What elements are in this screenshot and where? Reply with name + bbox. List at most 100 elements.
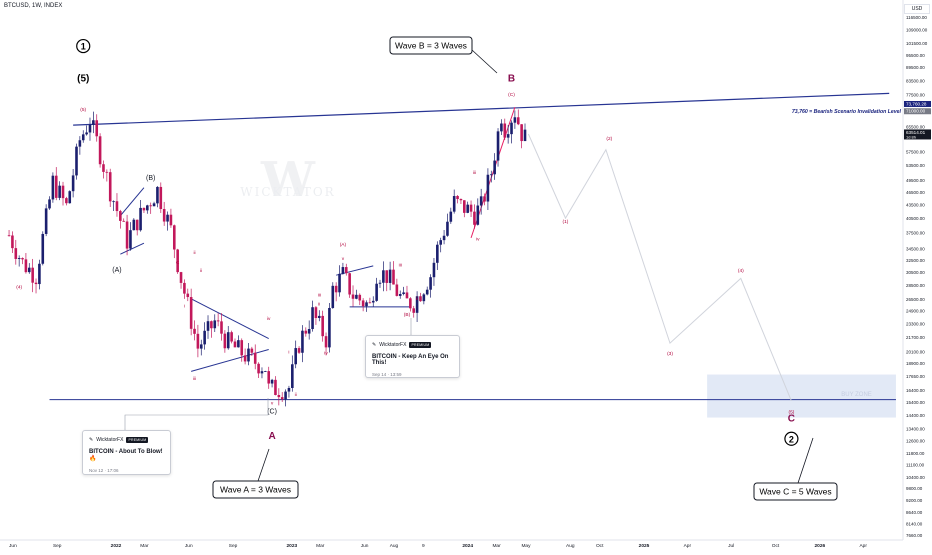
- candle-body: [287, 387, 291, 392]
- wave-label: iii: [473, 170, 476, 176]
- candle-body: [199, 344, 203, 349]
- time-tick-label: Oct: [596, 543, 604, 549]
- time-tick-label: 2023: [287, 543, 298, 549]
- price-tick-label: 17650.00: [906, 374, 925, 379]
- price-tick-label: 30500.00: [906, 270, 925, 275]
- time-tick-label: Aug: [390, 543, 399, 549]
- wave-label: iii: [193, 376, 196, 382]
- candle-body: [291, 364, 294, 388]
- candle-body: [520, 124, 523, 142]
- candle-body: [398, 294, 402, 296]
- candle-body: [186, 293, 190, 298]
- price-tag-label: 71000.00: [906, 109, 926, 114]
- wave-label: ii: [318, 301, 320, 307]
- candle-body: [355, 294, 358, 299]
- candle-body: [34, 282, 38, 285]
- price-tick-label: 10400.00: [906, 475, 925, 480]
- candle-body: [378, 282, 382, 284]
- wave-label: (B): [146, 175, 155, 182]
- wave-b-callout-box: [389, 36, 473, 55]
- price-tick-label: 8140.00: [906, 521, 923, 526]
- candle-body: [385, 270, 389, 283]
- candle-body: [375, 283, 378, 301]
- candle-body: [338, 273, 341, 293]
- candle-body: [233, 341, 237, 348]
- wave-label: 2: [789, 434, 794, 444]
- time-tick-label: Jun: [185, 543, 193, 549]
- candle-body: [429, 277, 432, 290]
- projection-path: [527, 133, 792, 402]
- price-tick-label: 116500.00: [906, 15, 927, 20]
- candle-body: [48, 199, 51, 209]
- candle-body: [196, 333, 200, 349]
- idea-date: Nov 12 · 17:06: [89, 468, 119, 473]
- wave-label: B: [508, 74, 515, 85]
- candle-body: [284, 391, 287, 400]
- candle-body: [341, 267, 345, 274]
- wave-label: ii: [200, 268, 202, 274]
- candle-body: [473, 211, 476, 225]
- idea-title[interactable]: BITCOIN - Keep An Eye On This!: [372, 354, 449, 366]
- candle-body: [311, 307, 314, 330]
- wave-label: v: [342, 257, 345, 262]
- candle-body: [446, 221, 449, 236]
- wave-label: A: [268, 431, 275, 442]
- price-tick-label: 13400.00: [906, 427, 925, 432]
- idea-title[interactable]: BITCOIN - About To Blow! 🔥: [89, 449, 163, 462]
- idea-card-about-to-blow[interactable]: ✎ WicktatorFX PREMIUM BITCOIN - About To…: [82, 430, 171, 475]
- watermark-logo: W: [260, 152, 316, 208]
- price-tick-label: 101500.00: [906, 41, 928, 46]
- price-tick-label: 21700.00: [906, 335, 925, 340]
- idea-card-keep-an-eye[interactable]: ✎ WicktatorFX PREMIUM BITCOIN - Keep An …: [365, 335, 460, 378]
- candle-body: [71, 175, 75, 192]
- candle-body: [257, 363, 260, 374]
- time-tick-label: Mar: [140, 543, 149, 549]
- price-tick-label: 43500.00: [906, 202, 925, 207]
- wave-circle: [76, 38, 91, 54]
- candle-body: [425, 289, 429, 295]
- price-tick-label: 89500.00: [906, 65, 925, 70]
- candle-body: [95, 120, 99, 137]
- price-tag-label: 73,760.28: [906, 101, 927, 106]
- price-tick-label: 49500.00: [906, 178, 925, 183]
- wave-label: (2): [606, 136, 612, 142]
- wave-label: iii: [399, 263, 402, 269]
- candle-body: [41, 233, 45, 264]
- candle-body: [216, 320, 220, 322]
- idea-card-connector: [124, 398, 269, 430]
- price-tick-label: 9800.00: [906, 486, 923, 491]
- candle-body: [115, 201, 119, 212]
- price-tick-label: 23300.00: [906, 321, 925, 326]
- time-tick-label: Jun: [361, 543, 369, 549]
- candle-body: [183, 282, 186, 294]
- candle-body: [270, 379, 274, 384]
- candle-body: [351, 294, 355, 299]
- candle-body: [331, 285, 335, 308]
- wave-label: iv: [267, 316, 271, 322]
- candle-body: [442, 235, 446, 241]
- candle-body: [7, 235, 11, 237]
- currency-label[interactable]: USD: [904, 4, 930, 14]
- candle-body: [78, 140, 82, 147]
- candle-body: [260, 371, 264, 374]
- wave-label: (B): [404, 312, 411, 318]
- candle-body: [301, 330, 304, 353]
- wave-label: C: [176, 260, 180, 266]
- candle-body: [365, 302, 368, 307]
- candle-body: [172, 225, 176, 250]
- triangle-b-upper: [119, 187, 145, 217]
- candle-body: [358, 294, 362, 301]
- symbol-title[interactable]: BTCUSD, 1W, INDEX: [4, 3, 63, 9]
- price-tick-label: 109000.00: [906, 28, 928, 33]
- price-tick-label: 37500.00: [906, 231, 925, 236]
- candle-body: [176, 249, 179, 273]
- candle-body: [348, 273, 351, 295]
- price-tick-label: 7660.00: [906, 533, 923, 538]
- price-tag: [904, 100, 931, 107]
- candle-body: [422, 294, 426, 302]
- wave-label: iii: [318, 293, 321, 299]
- candle-body: [169, 214, 173, 226]
- candle-body: [304, 330, 308, 334]
